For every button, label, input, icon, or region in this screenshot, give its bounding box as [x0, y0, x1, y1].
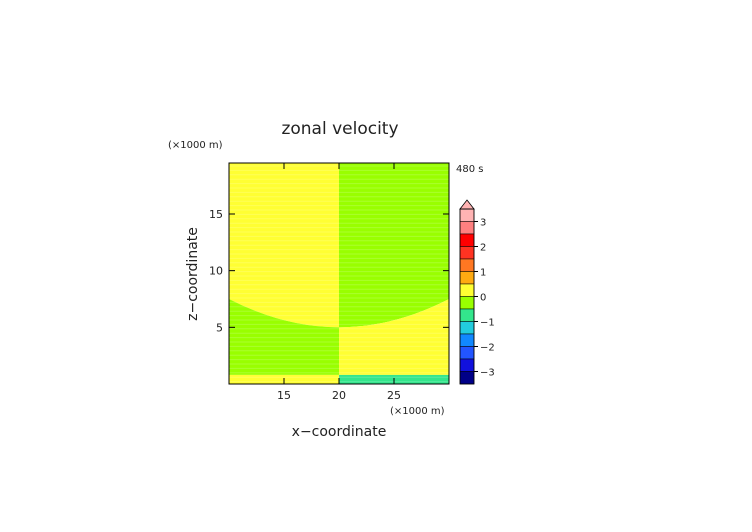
colorbar-swatch: [459, 333, 475, 347]
y-tick-label: 10: [209, 265, 223, 278]
colorbar-swatch: [459, 258, 475, 272]
colorbar-swatch: [459, 346, 475, 360]
x-axis-label: x−coordinate: [292, 424, 387, 440]
x-tick-label: 15: [277, 389, 291, 402]
colorbar-swatch: [459, 296, 475, 310]
colorbar-swatch: [459, 321, 475, 335]
y-axis: 5 10 15: [209, 208, 449, 334]
colorbar-swatch: [459, 221, 475, 235]
colorbar-tick-label: −2: [480, 343, 495, 354]
y-tick-label: 5: [216, 321, 223, 334]
region-upper-right: [339, 163, 449, 328]
region-lower-right: [339, 299, 449, 375]
y-axis-label: z−coordinate: [185, 227, 201, 321]
colorbar-swatch: [459, 271, 475, 285]
colorbar-tick-label: −3: [480, 368, 495, 379]
chart-title: zonal velocity: [281, 119, 398, 139]
colorbar-tick-label: 0: [480, 293, 486, 304]
y-tick-label: 15: [209, 208, 223, 221]
x-tick-label: 25: [387, 389, 401, 402]
plot-area: [229, 163, 449, 384]
x-unit-label: (×1000 m): [390, 406, 445, 417]
colorbar-swatch: [459, 233, 475, 247]
colorbar-tick-label: 2: [480, 243, 486, 254]
time-label: 480 s: [456, 164, 483, 175]
colorbar-arrow-top: [459, 199, 475, 210]
colorbar-swatch: [459, 371, 475, 385]
colorbar-swatch: [459, 283, 475, 297]
colorbar-swatch: [459, 246, 475, 260]
colorbar: 3 2 1 0 −1 −2 −3: [459, 199, 495, 385]
y-unit-label: (×1000 m): [168, 140, 223, 151]
colorbar-tick-label: −1: [480, 318, 495, 329]
colorbar-swatch: [459, 308, 475, 322]
x-tick-label: 20: [332, 389, 346, 402]
x-axis: 15 20 25: [277, 163, 401, 402]
colorbar-tick-label: 3: [480, 218, 486, 229]
colorbar-swatch: [459, 208, 475, 222]
region-lower-left: [229, 299, 339, 375]
colorbar-swatch: [459, 358, 475, 372]
region-upper-left: [229, 163, 339, 328]
colorbar-tick-label: 1: [480, 268, 486, 279]
fill-texture: [229, 165, 449, 383]
